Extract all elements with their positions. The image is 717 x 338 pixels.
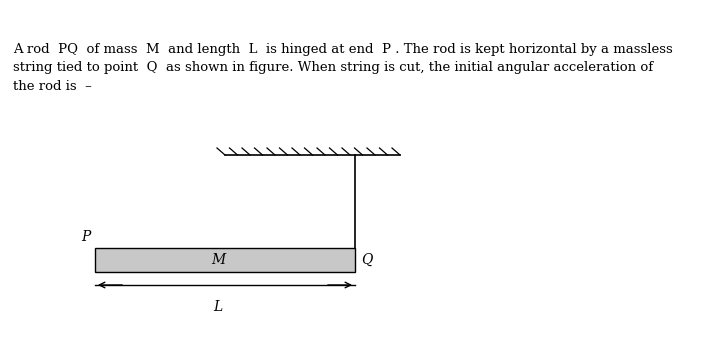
Text: L: L <box>214 300 222 314</box>
Text: Q: Q <box>361 253 372 267</box>
Text: P: P <box>81 230 90 244</box>
Bar <box>95 248 355 272</box>
Text: A rod  PQ  of mass  M  and length  L  is hinged at end  P . The rod is kept hori: A rod PQ of mass M and length L is hinge… <box>13 43 673 93</box>
Text: M: M <box>211 253 225 267</box>
